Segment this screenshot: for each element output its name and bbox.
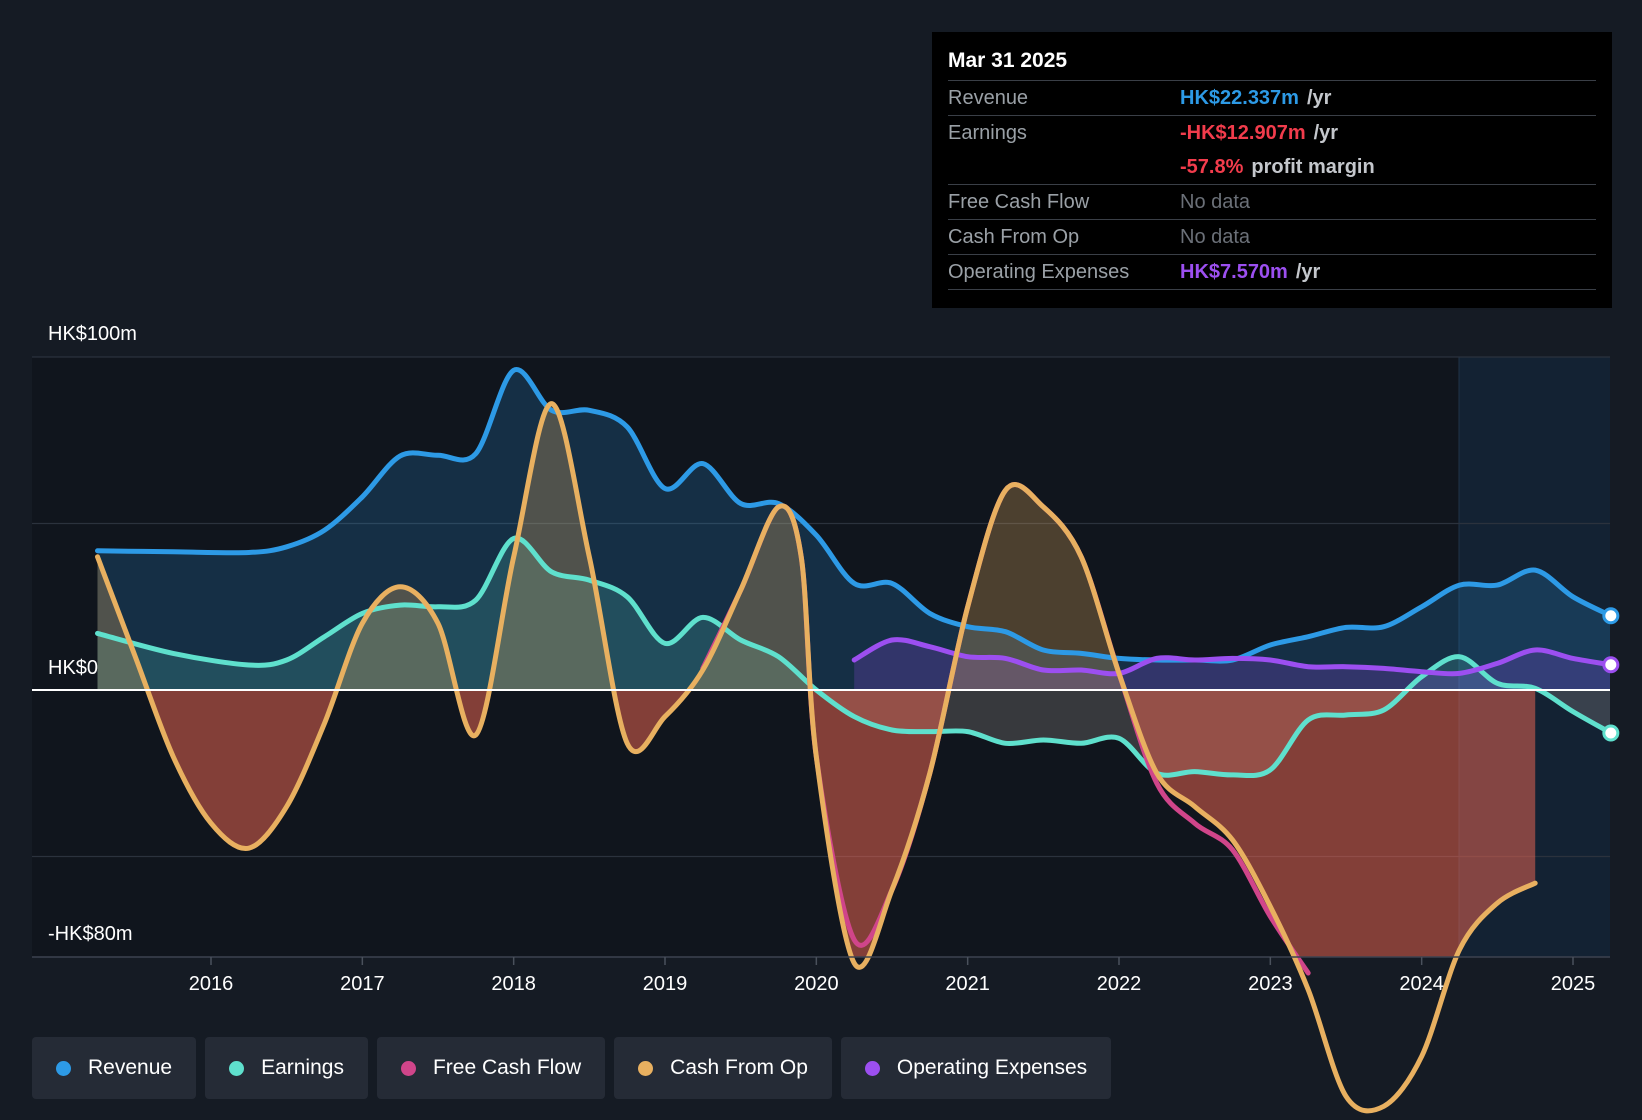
tooltip-row-margin: -57.8% profit margin xyxy=(948,150,1596,184)
operating-expenses-line xyxy=(851,637,1614,677)
tooltip-date: Mar 31 2025 xyxy=(948,49,1068,72)
gridlines xyxy=(32,356,1610,858)
x-tick-label-2020: 2020 xyxy=(794,973,839,995)
x-tick-label-2025: 2025 xyxy=(1551,973,1596,995)
tooltip-row-earnings: Earnings -HK$12.907m /yr xyxy=(948,115,1596,150)
revenue-endpoint xyxy=(1602,607,1620,625)
cfo-dot-icon xyxy=(638,1060,654,1076)
fcf-dot-icon xyxy=(400,1060,416,1076)
tooltip-row-cfo: Cash From Op No data xyxy=(948,219,1596,254)
tooltip-earnings-unit: /yr xyxy=(1313,122,1339,144)
revenue-dot-icon xyxy=(56,1060,71,1076)
series-endpoints xyxy=(1602,607,1620,742)
tooltip-revenue-value: HK$22.337m xyxy=(1180,87,1299,109)
x-tick-label-2024: 2024 xyxy=(1399,973,1444,995)
series-lines xyxy=(95,367,1614,1114)
earnings-line xyxy=(95,535,1614,779)
legend-item-fcf[interactable]: Free Cash Flow xyxy=(376,1037,606,1099)
cash-from-op-line xyxy=(95,401,1538,1114)
x-tick-label-2023: 2023 xyxy=(1248,973,1293,995)
tooltip-revenue-label: Revenue xyxy=(948,87,1029,109)
y-label-top: HK$100m xyxy=(48,323,137,345)
tooltip-opex-label: Operating Expenses xyxy=(948,261,1130,283)
tooltip-fcf-label: Free Cash Flow xyxy=(948,191,1090,213)
legend-label-opex: Operating Expenses xyxy=(896,1056,1088,1079)
y-label-zero: HK$0 xyxy=(48,657,98,679)
y-label-bottom: -HK$80m xyxy=(48,923,132,945)
legend-label-fcf: Free Cash Flow xyxy=(432,1056,582,1079)
legend-item-earnings[interactable]: Earnings xyxy=(205,1037,368,1099)
legend-label-cfo: Cash From Op xyxy=(670,1056,808,1079)
tooltip-cfo-value: No data xyxy=(1180,226,1251,248)
operating-expenses-endpoint xyxy=(1602,656,1620,674)
x-tick-label-2022: 2022 xyxy=(1097,973,1142,995)
earnings-negative-area xyxy=(97,690,1610,776)
legend-item-cfo[interactable]: Cash From Op xyxy=(614,1037,832,1099)
tooltip-row-opex: Operating Expenses HK$7.570m /yr xyxy=(948,254,1596,290)
legend-item-opex[interactable]: Operating Expenses xyxy=(840,1037,1112,1099)
tooltip-opex-value: HK$7.570m xyxy=(1180,261,1288,283)
x-tick-label-2021: 2021 xyxy=(945,973,990,995)
cash-from-op-negative-area xyxy=(97,690,1536,957)
cash-from-op-area xyxy=(97,403,1536,957)
tooltip-revenue-unit: /yr xyxy=(1306,87,1332,109)
earnings-area xyxy=(97,538,1610,776)
legend: Revenue Earnings Free Cash Flow Cash Fro… xyxy=(32,1037,1112,1099)
x-tick-label-2017: 2017 xyxy=(340,973,385,995)
tooltip-earnings-label: Earnings xyxy=(948,122,1027,144)
tooltip-fcf-value: No data xyxy=(1180,191,1251,213)
x-tick-label-2016: 2016 xyxy=(189,973,234,995)
earnings-endpoint xyxy=(1602,724,1620,742)
tooltip-row-fcf: Free Cash Flow No data xyxy=(948,184,1596,219)
tooltip-cfo-label: Cash From Op xyxy=(948,226,1080,248)
legend-item-revenue[interactable]: Revenue xyxy=(32,1037,197,1099)
tooltip-earnings-value: -HK$12.907m xyxy=(1180,122,1306,144)
x-tick-label-2018: 2018 xyxy=(491,973,536,995)
tooltip-row-revenue: Revenue HK$22.337m /yr xyxy=(948,80,1596,115)
opex-dot-icon xyxy=(864,1060,880,1076)
legend-label-revenue: Revenue xyxy=(88,1056,173,1079)
tooltip-margin-value: -57.8% xyxy=(1180,156,1244,178)
x-tick-label-2019: 2019 xyxy=(643,973,688,995)
revenue-area xyxy=(97,369,1610,690)
x-ticks: 2016 2017 2018 2019 2020 2021 2022 2023 2024 2025 xyxy=(189,957,1596,995)
tooltip-opex-unit: /yr xyxy=(1295,261,1321,283)
earnings-dot-icon xyxy=(229,1060,245,1076)
tooltip-panel: Mar 31 2025 Revenue HK$22.337m /yr Earni… xyxy=(932,32,1612,308)
tooltip-margin-unit: profit margin xyxy=(1251,156,1375,178)
revenue-line xyxy=(95,367,1614,664)
legend-label-earnings: Earnings xyxy=(261,1056,344,1079)
